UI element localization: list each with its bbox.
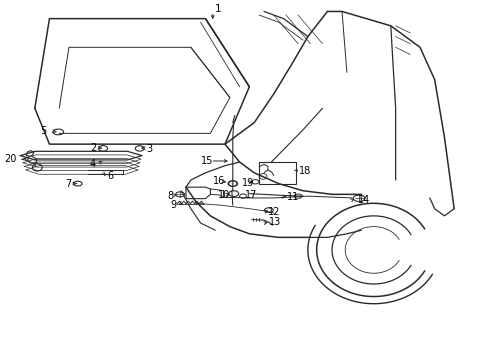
Bar [259, 162, 295, 184]
Text: 20: 20 [4, 154, 17, 164]
Text: 3: 3 [146, 144, 152, 154]
Text: 1: 1 [215, 4, 222, 14]
Text: 17: 17 [244, 190, 257, 200]
Text: 5: 5 [41, 126, 47, 136]
Text: 16: 16 [213, 176, 225, 186]
Text: 15: 15 [200, 156, 213, 166]
Text: 13: 13 [269, 217, 281, 227]
Text: 7: 7 [65, 179, 72, 189]
Text: 12: 12 [267, 207, 280, 217]
Text: 10: 10 [218, 190, 230, 200]
Text: 4: 4 [89, 159, 95, 169]
Text: 8: 8 [167, 191, 173, 201]
Text: 19: 19 [241, 177, 253, 188]
Text: 11: 11 [287, 192, 299, 202]
Text: 2: 2 [90, 143, 96, 153]
Text: 9: 9 [169, 200, 176, 210]
Text: 18: 18 [299, 166, 311, 176]
Text: 6: 6 [107, 171, 113, 181]
Text: 14: 14 [357, 195, 369, 205]
